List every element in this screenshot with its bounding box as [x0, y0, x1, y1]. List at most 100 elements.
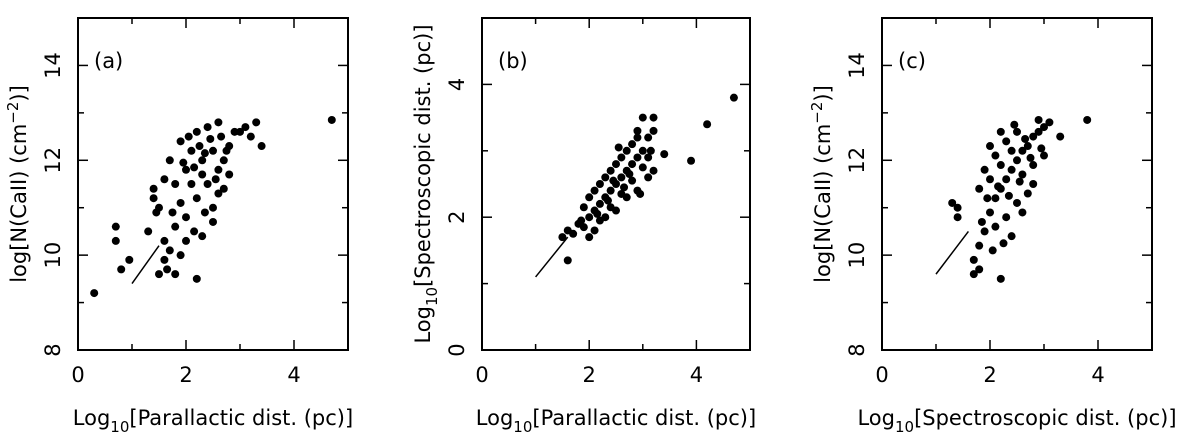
data-point — [198, 170, 207, 179]
data-point — [195, 142, 204, 151]
y-tick-label: 4 — [445, 78, 469, 91]
x-axis-label: Log10[Parallactic dist. (pc)] — [476, 406, 756, 436]
data-point — [986, 175, 994, 184]
data-point — [200, 208, 209, 217]
data-point — [182, 213, 190, 222]
data-point — [1056, 132, 1065, 141]
data-point — [977, 217, 986, 226]
data-point — [198, 232, 207, 241]
x-tick-label: 2 — [179, 363, 192, 387]
data-point — [986, 142, 994, 151]
plot-frame — [77, 17, 349, 351]
data-point — [1007, 165, 1016, 174]
data-point — [601, 173, 610, 182]
data-point — [1013, 127, 1021, 136]
data-point — [1004, 191, 1013, 200]
data-point — [168, 208, 177, 217]
data-point — [606, 166, 615, 175]
y-tick-label: 0 — [445, 343, 469, 356]
data-point — [1002, 175, 1011, 184]
data-point — [182, 165, 190, 174]
data-point — [222, 146, 231, 155]
x-tick-label: 4 — [1091, 363, 1104, 387]
data-point — [257, 142, 266, 151]
data-point — [577, 216, 586, 225]
data-point — [187, 146, 196, 155]
data-point — [203, 123, 212, 132]
data-point — [606, 203, 615, 212]
data-point — [703, 120, 712, 129]
data-point — [636, 189, 645, 198]
x-tick-label: 2 — [583, 363, 596, 387]
data-point — [163, 265, 172, 274]
data-point — [687, 156, 696, 165]
data-point — [246, 132, 255, 141]
data-point — [149, 184, 158, 193]
data-point — [609, 176, 618, 185]
y-tick-label: 8 — [845, 343, 869, 356]
data-point — [991, 222, 1000, 231]
data-point — [190, 227, 199, 236]
scatter-panel-b: 0 2 4 0 2 4 (b) Log10[Parallactic dist. (pc)] Lo… — [411, 17, 756, 436]
data-point — [1034, 127, 1043, 136]
data-point — [649, 113, 658, 122]
data-point — [211, 175, 220, 184]
data-point — [1002, 137, 1011, 146]
x-axis-label: Log10[Spectroscopic dist. (pc)] — [857, 406, 1176, 436]
data-point — [975, 241, 984, 250]
data-point — [1029, 180, 1038, 188]
data-point — [165, 246, 174, 255]
data-point — [192, 127, 201, 136]
data-point — [996, 274, 1005, 283]
fit-line — [535, 236, 569, 278]
data-point — [187, 180, 196, 188]
data-point — [996, 161, 1005, 170]
scatter-panel-c: 0 2 4 8 10 12 14 (c) Log10[Spectroscopic dist. (… — [808, 17, 1177, 436]
data-point — [1026, 153, 1035, 162]
data-point — [628, 176, 637, 185]
data-point — [171, 180, 180, 188]
data-point — [585, 193, 594, 202]
data-point — [617, 173, 626, 182]
panel-label: (c) — [898, 49, 926, 73]
data-point — [1021, 134, 1030, 143]
data-point — [644, 153, 653, 162]
y-tick-label: 10 — [845, 242, 869, 269]
data-point — [646, 146, 655, 155]
data-point — [198, 156, 207, 165]
plot-frame — [881, 17, 1153, 351]
data-point — [209, 146, 217, 155]
data-point — [625, 170, 634, 179]
data-point — [214, 189, 223, 198]
data-point — [579, 203, 588, 212]
data-point — [988, 246, 997, 255]
x-tick-label: 4 — [287, 363, 300, 387]
data-point — [155, 203, 163, 212]
data-point — [160, 175, 169, 184]
data-point — [638, 146, 647, 155]
data-point — [225, 170, 234, 179]
data-point — [1029, 161, 1038, 170]
x-tick-label: 0 — [71, 363, 84, 387]
panel-label: (b) — [498, 49, 528, 73]
data-point — [160, 236, 169, 245]
data-point — [125, 255, 134, 264]
data-point — [633, 133, 642, 142]
x-tick-label: 0 — [875, 363, 888, 387]
data-point — [649, 126, 658, 135]
data-point — [192, 274, 201, 283]
data-point — [614, 143, 623, 152]
data-point — [155, 270, 163, 279]
data-point — [1010, 120, 1019, 129]
data-point — [1018, 170, 1027, 179]
data-point — [644, 173, 653, 182]
data-point — [160, 255, 169, 264]
data-point — [603, 196, 612, 205]
data-point — [590, 186, 599, 195]
y-axis-label: log[N(CaII) (cm−2)] — [4, 85, 31, 283]
data-point — [649, 166, 658, 175]
fit-line — [131, 245, 160, 285]
data-point — [622, 146, 631, 155]
plot-frame — [481, 17, 751, 351]
y-tick-label: 14 — [41, 52, 65, 79]
